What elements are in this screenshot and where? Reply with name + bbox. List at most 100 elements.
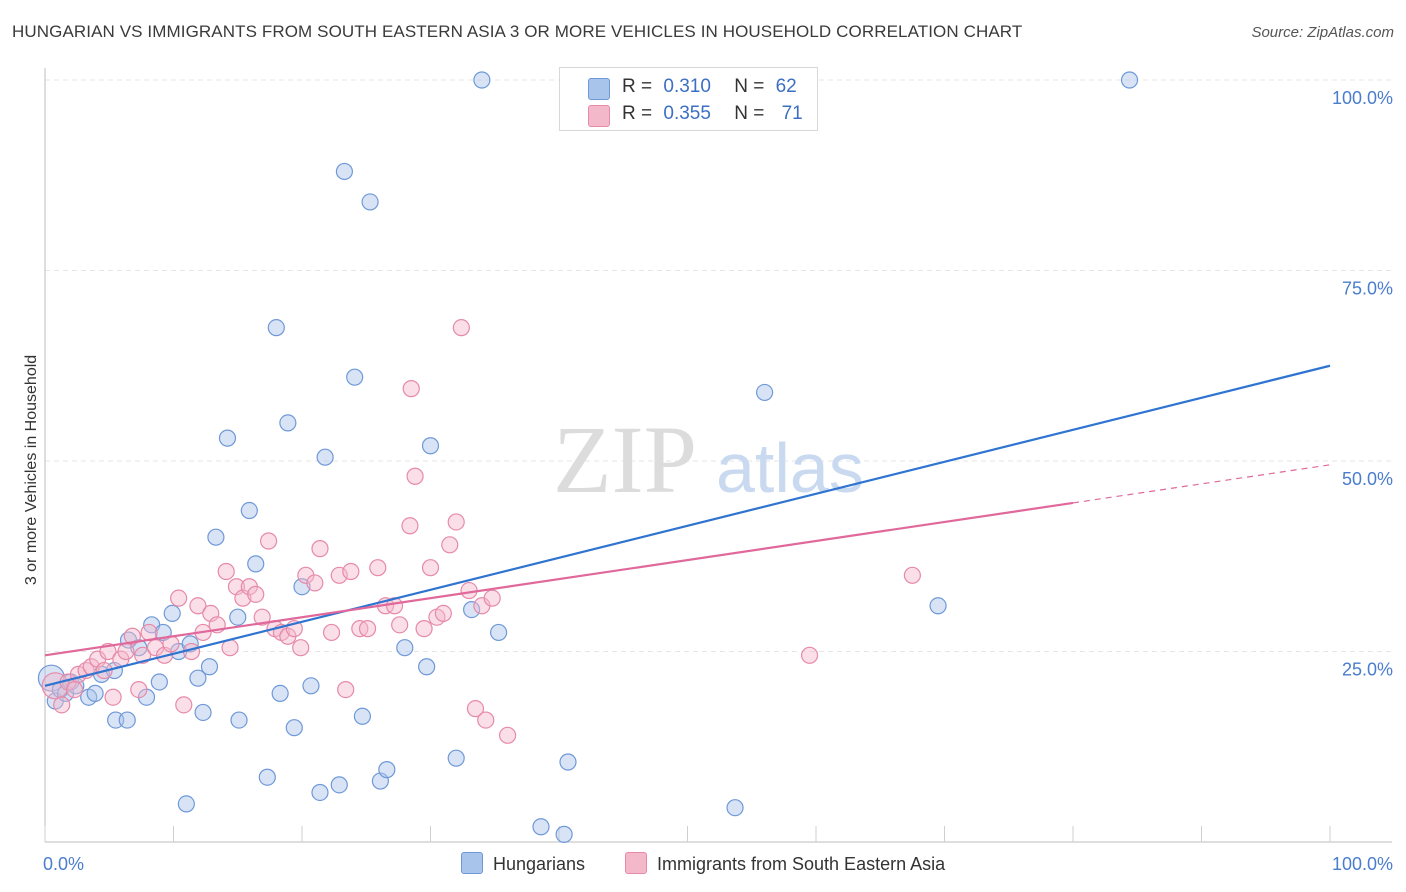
y-tick-label: 100.0%	[1332, 88, 1393, 108]
legend-r-value: 0.310	[663, 76, 711, 97]
immigrants-point	[117, 642, 135, 661]
immigrants-point	[499, 726, 517, 744]
immigrants-point	[104, 688, 122, 706]
hungarians-point	[929, 597, 947, 615]
watermark-zip: ZIP	[553, 406, 697, 513]
hungarians-point	[396, 639, 414, 657]
hungarians-point	[163, 604, 181, 623]
hungarians-point	[218, 429, 237, 447]
x-tick-label: 100.0%	[1332, 854, 1393, 874]
hungarians-point	[559, 753, 577, 771]
immigrants-point	[800, 646, 819, 664]
hungarians-point	[267, 319, 285, 337]
correlation-legend: R = 0.310 N = 62 R = 0.355 N = 71	[559, 67, 818, 131]
legend-n-value: 71	[781, 103, 803, 124]
hungarians-point	[330, 776, 348, 794]
y-tick-label: 50.0%	[1342, 469, 1393, 489]
legend-text-immigrants: R = 0.355 N = 71	[622, 103, 803, 125]
hungarians-point	[258, 768, 276, 786]
hungarians-point	[532, 818, 550, 836]
hungarians-point	[755, 383, 774, 402]
immigrants-point	[53, 696, 71, 714]
legend-n-label: N =	[734, 103, 765, 124]
tick-labels: 25.0% 50.0% 75.0% 100.0% 0.0% 100.0%	[43, 88, 1393, 874]
hungarians-point	[421, 437, 440, 455]
legend-swatch-blue	[588, 78, 610, 100]
watermark: ZIP atlas	[553, 406, 864, 513]
bottom-legend-swatch-blue	[461, 852, 483, 874]
gridlines	[45, 79, 1392, 652]
hungarians-point	[189, 669, 207, 687]
immigrants-point	[247, 585, 265, 603]
hungarians-point	[726, 799, 744, 817]
series-immigrants-points	[41, 319, 921, 744]
immigrants-point	[391, 616, 409, 634]
y-axis-title: 3 or more Vehicles in Household	[23, 354, 40, 586]
hungarians-point	[200, 658, 219, 676]
bottom-legend-hungarians: Hungarians	[461, 852, 585, 875]
hungarians-point	[150, 673, 168, 691]
immigrants-point	[134, 646, 152, 664]
immigrants-point	[65, 680, 84, 699]
axes	[44, 68, 1392, 843]
hungarians-point	[302, 677, 320, 695]
hungarians-point	[463, 600, 481, 619]
y-tick-label: 75.0%	[1342, 279, 1393, 299]
immigrants-point	[170, 589, 188, 607]
hungarians-point	[229, 608, 247, 626]
immigrants-point	[217, 562, 235, 581]
y-tick-label: 25.0%	[1342, 660, 1393, 680]
hungarians-point	[285, 719, 303, 737]
hungarians-point	[240, 501, 258, 520]
immigrants-point	[483, 589, 501, 607]
hungarians-point	[361, 193, 379, 211]
immigrants-point	[342, 562, 360, 581]
immigrants-point	[447, 513, 465, 531]
hungarians-point	[447, 749, 465, 767]
immigrants-point	[130, 680, 148, 699]
hungarians-point	[194, 703, 212, 722]
immigrants-point	[369, 559, 387, 577]
immigrants-point	[123, 627, 141, 645]
immigrants-point	[41, 672, 69, 700]
hungarians-point	[279, 414, 297, 432]
immigrants-point	[452, 319, 470, 337]
hungarians-point	[230, 711, 248, 729]
immigrants-point	[306, 574, 324, 592]
immigrants-point	[477, 711, 495, 729]
hungarians-point	[311, 783, 329, 802]
hungarians-point	[247, 555, 265, 573]
hungarians-point	[418, 658, 436, 676]
immigrants-point	[259, 532, 278, 550]
hungarians-point	[353, 707, 371, 725]
watermark-atlas: atlas	[716, 429, 864, 507]
hungarians-point	[490, 623, 508, 642]
bottom-legend-label: Immigrants from South Eastern Asia	[657, 854, 946, 874]
immigrants-point	[175, 696, 193, 714]
hungarians-point	[378, 761, 396, 779]
legend-n-label: N =	[734, 76, 765, 97]
source-label: Source: ZipAtlas.com	[1251, 24, 1394, 41]
immigrants-point	[903, 566, 921, 584]
immigrants-point	[415, 620, 433, 638]
x-tick-label: 0.0%	[43, 854, 84, 874]
series-hungarians-points	[37, 71, 1139, 843]
immigrants-point	[466, 700, 485, 718]
immigrants-point	[441, 536, 459, 554]
immigrants-point	[401, 517, 419, 535]
immigrants-point	[189, 597, 207, 615]
hungarians-point	[555, 825, 573, 843]
legend-swatch-pink	[588, 105, 610, 127]
bottom-legend-label: Hungarians	[493, 854, 586, 874]
immigrants-point	[292, 639, 310, 657]
immigrants-trend-line	[44, 501, 1074, 657]
legend-r-label: R =	[622, 76, 653, 97]
hungarians-point	[118, 711, 136, 729]
bottom-legend-swatch-pink	[625, 852, 647, 874]
hungarians-point	[346, 368, 364, 386]
bottom-legend-immigrants: Immigrants from South Eastern Asia	[625, 852, 945, 875]
immigrants-point	[358, 620, 377, 638]
trend-lines	[44, 364, 1331, 687]
immigrants-point	[402, 380, 420, 398]
